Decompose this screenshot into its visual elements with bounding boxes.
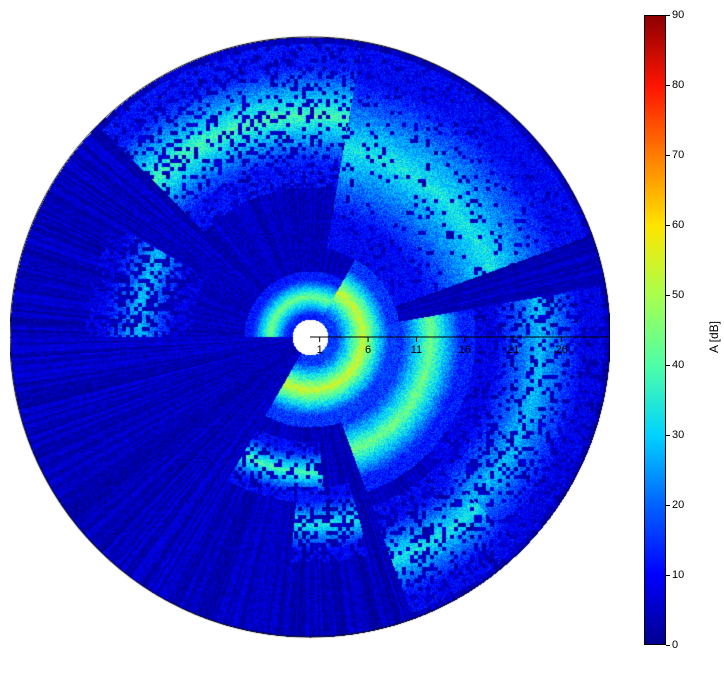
colorbar-tick: 20	[672, 499, 684, 511]
colorbar-tick: 90	[672, 9, 684, 21]
colorbar-tick: 10	[672, 569, 684, 581]
colorbar-tick: 80	[672, 79, 684, 91]
colorbar-tick: 30	[672, 429, 684, 441]
colorbar-tick: 0	[672, 639, 678, 651]
radial-tick-label: 16	[459, 344, 471, 356]
colorbar-tick: 70	[672, 149, 684, 161]
colorbar-tick: 40	[672, 359, 684, 371]
radial-axis-overlay: 1611162126	[10, 15, 610, 655]
radial-tick-label: 1	[317, 344, 323, 356]
colorbar: 0102030405060708090 A [dB]	[644, 15, 694, 645]
colorbar-tick: 50	[672, 289, 684, 301]
colorbar-label: A [dB]	[707, 321, 721, 353]
colorbar-ticks: 0102030405060708090	[668, 15, 698, 645]
radial-tick-label: 11	[411, 344, 422, 356]
colorbar-tick: 60	[672, 219, 684, 231]
radial-tick-label: 6	[365, 344, 371, 356]
polar-heatmap-chart: 1611162126	[10, 15, 610, 655]
radial-tick-label: 21	[507, 344, 519, 356]
colorbar-gradient	[644, 15, 666, 645]
radial-tick-label: 26	[555, 344, 567, 356]
